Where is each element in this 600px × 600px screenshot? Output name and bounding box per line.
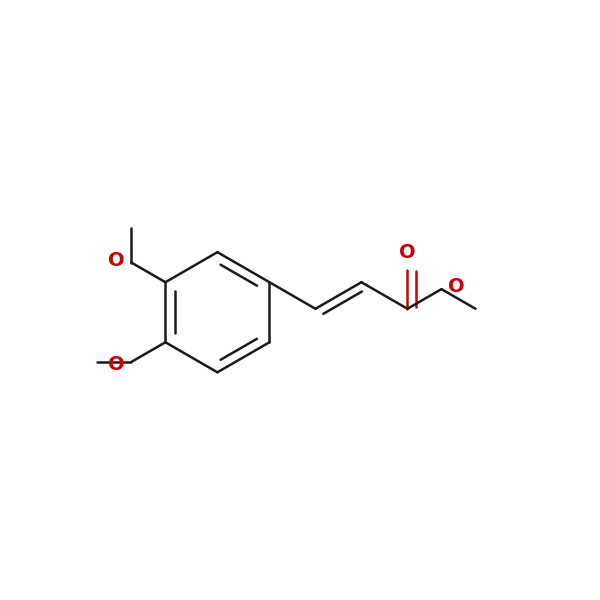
Text: O: O [399,243,416,262]
Text: O: O [108,355,125,374]
Text: O: O [108,251,125,270]
Text: O: O [448,277,465,296]
